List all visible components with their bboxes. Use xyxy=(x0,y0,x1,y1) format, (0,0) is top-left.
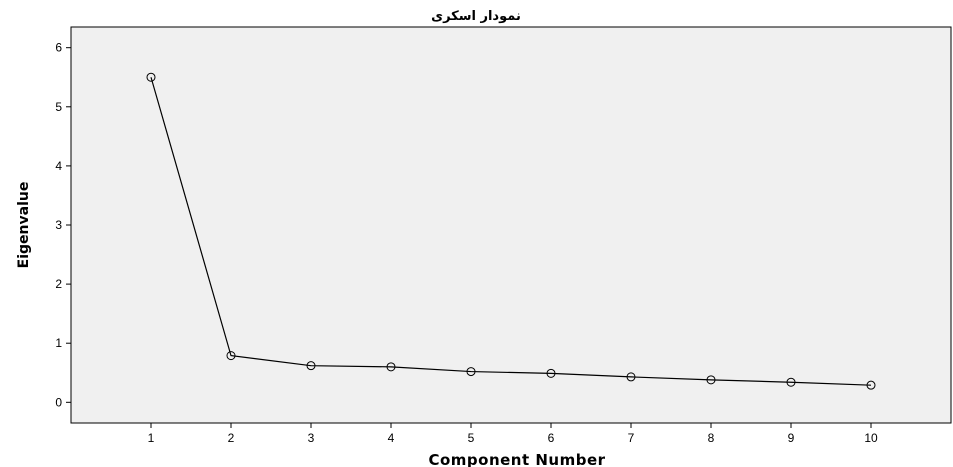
data-point xyxy=(226,351,236,361)
x-tick-label: 4 xyxy=(388,431,395,445)
data-point xyxy=(466,367,476,377)
data-point xyxy=(786,377,796,387)
data-point xyxy=(306,361,316,371)
x-tick-label: 7 xyxy=(628,431,635,445)
x-tick-label: 1 xyxy=(148,431,155,445)
y-axis: 0 1 2 3 4 5 6 xyxy=(55,41,71,409)
data-point xyxy=(146,72,156,82)
y-axis-title: Eigenvalue xyxy=(16,182,32,269)
data-point xyxy=(386,362,396,372)
data-point xyxy=(546,368,556,378)
series-line xyxy=(150,77,872,386)
x-tick-label: 10 xyxy=(864,431,878,445)
x-tick-label: 9 xyxy=(788,431,795,445)
y-tick-label: 6 xyxy=(55,41,62,55)
x-axis: 1 2 3 4 5 6 7 8 9 10 xyxy=(148,423,878,445)
x-axis-title: Component Number xyxy=(428,451,605,467)
x-tick-label: 6 xyxy=(548,431,555,445)
data-point xyxy=(866,380,876,390)
plot-area xyxy=(70,26,952,424)
y-tick-label: 5 xyxy=(55,100,62,114)
chart-title: نمودار اسکری xyxy=(431,9,521,24)
y-tick-label: 0 xyxy=(55,395,62,409)
series-group xyxy=(146,72,876,390)
data-point xyxy=(706,375,716,385)
y-tick-label: 3 xyxy=(55,218,62,232)
data-point xyxy=(626,372,636,382)
x-tick-label: 8 xyxy=(708,431,715,445)
y-tick-label: 1 xyxy=(55,336,62,350)
x-tick-label: 2 xyxy=(228,431,235,445)
y-tick-label: 4 xyxy=(55,159,62,173)
y-tick-label: 2 xyxy=(55,277,62,291)
x-tick-label: 3 xyxy=(308,431,315,445)
x-tick-label: 5 xyxy=(468,431,475,445)
